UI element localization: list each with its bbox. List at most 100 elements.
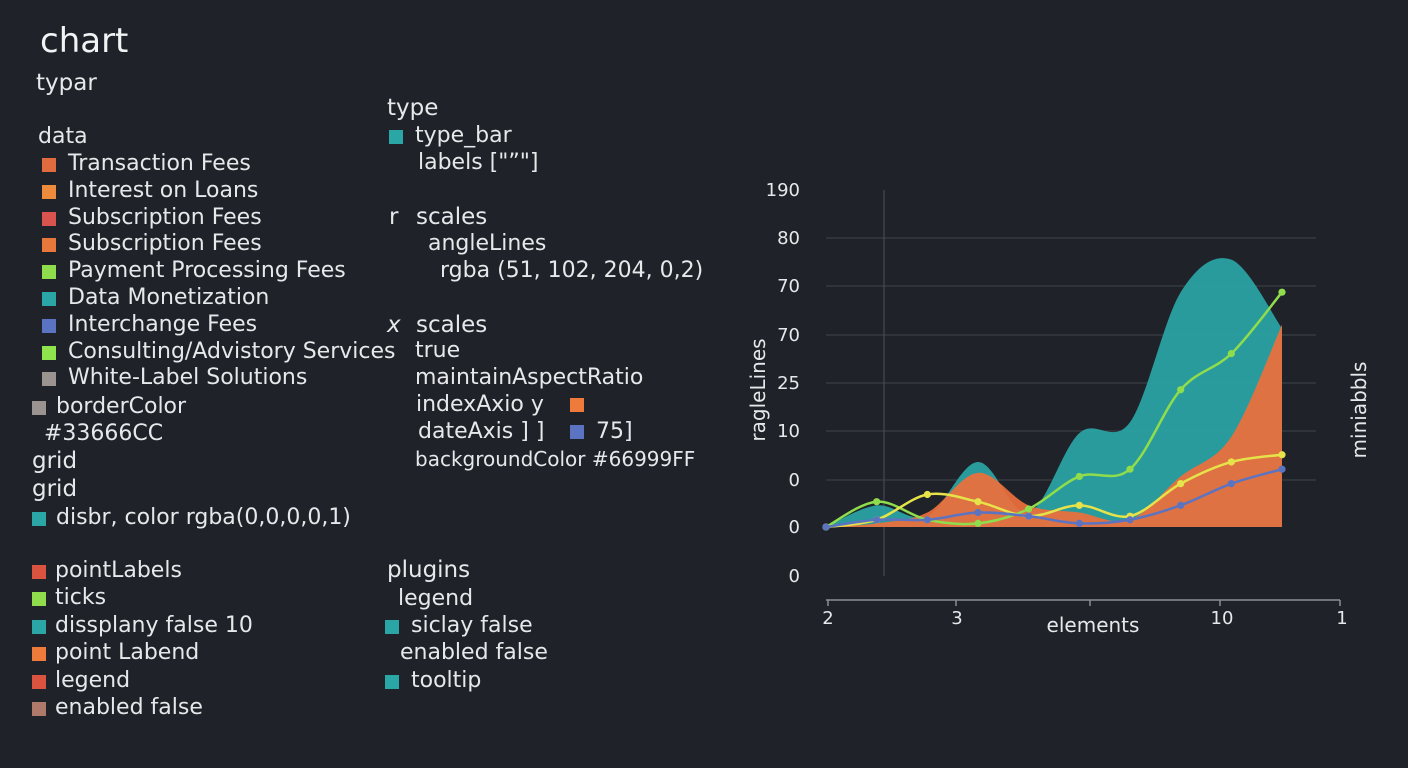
dataset-swatch: [42, 318, 56, 333]
data-point: [1227, 480, 1235, 488]
option-swatch: [32, 565, 46, 579]
data-label: data: [38, 124, 88, 149]
index-axis: indexAxio y: [416, 392, 544, 417]
enabled-line: enabled false: [400, 640, 548, 665]
data-point: [923, 516, 931, 524]
dataset-swatch: [42, 345, 56, 360]
dataset-swatch: [42, 265, 56, 280]
data-point: [974, 519, 982, 527]
y-tick-label: 0: [789, 470, 800, 491]
dataset-label: Subscription Fees: [68, 204, 262, 230]
dataset-label: Interest on Loans: [68, 177, 259, 203]
data-point: [1177, 480, 1185, 488]
type-bar: type_bar: [415, 123, 512, 148]
option-swatch: [32, 647, 46, 662]
type-label: type: [387, 95, 439, 121]
chart-title: chart: [40, 21, 129, 61]
border-color-value: #33666CC: [44, 421, 164, 446]
disbr-swatch: [32, 512, 46, 526]
data-point: [1025, 512, 1033, 520]
data-point: [974, 508, 982, 517]
disbr-line: disbr, color rgba(0,0,0,0,1): [56, 505, 351, 530]
data-point: [1177, 386, 1185, 394]
dataset-label: White-Label Solutions: [68, 365, 308, 391]
option-swatch: [32, 592, 46, 607]
seventy-five: 75]: [596, 419, 633, 444]
border-color-label: borderColor: [56, 394, 187, 419]
angle-lines: angleLines: [428, 231, 547, 256]
data-point: [873, 498, 881, 506]
y-tick-label: 70: [777, 325, 800, 346]
dataset-label: Payment Processing Fees: [68, 258, 346, 284]
data-point: [1075, 472, 1083, 481]
option-label: pointLabels: [55, 558, 182, 583]
y-tick-label: 80: [777, 228, 800, 249]
option-swatch: [32, 674, 46, 689]
data-point: [1075, 501, 1083, 509]
data-point: [1025, 505, 1033, 513]
plugins-label: plugins: [387, 557, 471, 583]
option-label: legend: [55, 667, 131, 693]
true-line: true: [415, 338, 461, 363]
series-layer: [822, 258, 1286, 531]
data-point: [1227, 458, 1235, 466]
y-tick-label: 10: [777, 421, 800, 442]
axis-layer: 190 80 70 70 25 10 0 0 0 2 3 10 1 elements ragleLines m…: [746, 180, 1371, 637]
dataset-label: Data Monetization: [68, 285, 270, 310]
dataset-swatch: [42, 238, 56, 253]
data-point: [1278, 288, 1286, 296]
tooltip-line: tooltip: [411, 668, 482, 693]
y-tick-label: 190: [766, 180, 800, 201]
y2-axis-label: miniabbls: [1347, 362, 1371, 459]
grid-label-2: grid: [32, 476, 78, 502]
data-point: [974, 498, 982, 506]
tooltip-swatch: [385, 675, 399, 689]
x-label: x: [387, 312, 401, 338]
legend-label: legend: [398, 586, 474, 611]
data-point: [822, 523, 830, 531]
y-tick-label: 0: [789, 566, 800, 587]
option-label: enabled false: [55, 695, 203, 720]
x-scales: scales: [416, 312, 488, 338]
x-tick-label: 3: [951, 608, 962, 629]
option-label: dissplany false 10: [55, 612, 253, 638]
type-bar-swatch: [389, 130, 403, 144]
data-point: [1126, 465, 1134, 473]
r-label: r: [389, 204, 399, 230]
x-tick-label: 10: [1211, 608, 1234, 629]
labels-line: labels ["”"]: [418, 150, 539, 175]
dataset-swatch: [42, 372, 56, 387]
date-axis: dateAxis ] ]: [418, 419, 545, 444]
dataset-label: Consulting/Advistory Services: [68, 338, 396, 364]
data-point: [1278, 465, 1286, 473]
area-series-0: [826, 258, 1282, 527]
x-tick-label: 1: [1336, 608, 1347, 629]
index-axis-swatch: [570, 398, 584, 412]
option-swatch: [32, 619, 46, 634]
dataset-label: Transaction Fees: [68, 151, 251, 176]
y-tick-label: 70: [777, 276, 800, 297]
option-swatch: [32, 702, 46, 716]
area-series-1: [826, 324, 1282, 527]
x-axis-label: elements: [1047, 613, 1140, 637]
line-series-4: [825, 467, 1283, 529]
x-tick-label: 2: [822, 608, 833, 629]
y-axis-label: ragleLines: [746, 338, 770, 441]
line-series-2: [825, 291, 1283, 529]
option-label: ticks: [55, 585, 107, 611]
border-color-swatch: [32, 401, 46, 415]
option-label: point Labend: [55, 640, 200, 666]
data-point: [1126, 516, 1134, 524]
grid-label-1: grid: [32, 448, 78, 474]
y-tick-label: 0: [789, 517, 800, 538]
data-point: [873, 516, 881, 524]
siclay-line: siclay false: [411, 613, 533, 638]
subtitle: typar: [36, 70, 97, 96]
dataset-swatch: [42, 292, 56, 306]
r-scales: scales: [416, 204, 488, 230]
data-point: [1075, 519, 1083, 527]
background-line: backgroundColor #66999FF: [415, 447, 696, 471]
dataset-label: Interchange Fees: [68, 311, 258, 337]
dataset-swatch: [42, 184, 56, 199]
siclay-swatch: [385, 620, 399, 634]
